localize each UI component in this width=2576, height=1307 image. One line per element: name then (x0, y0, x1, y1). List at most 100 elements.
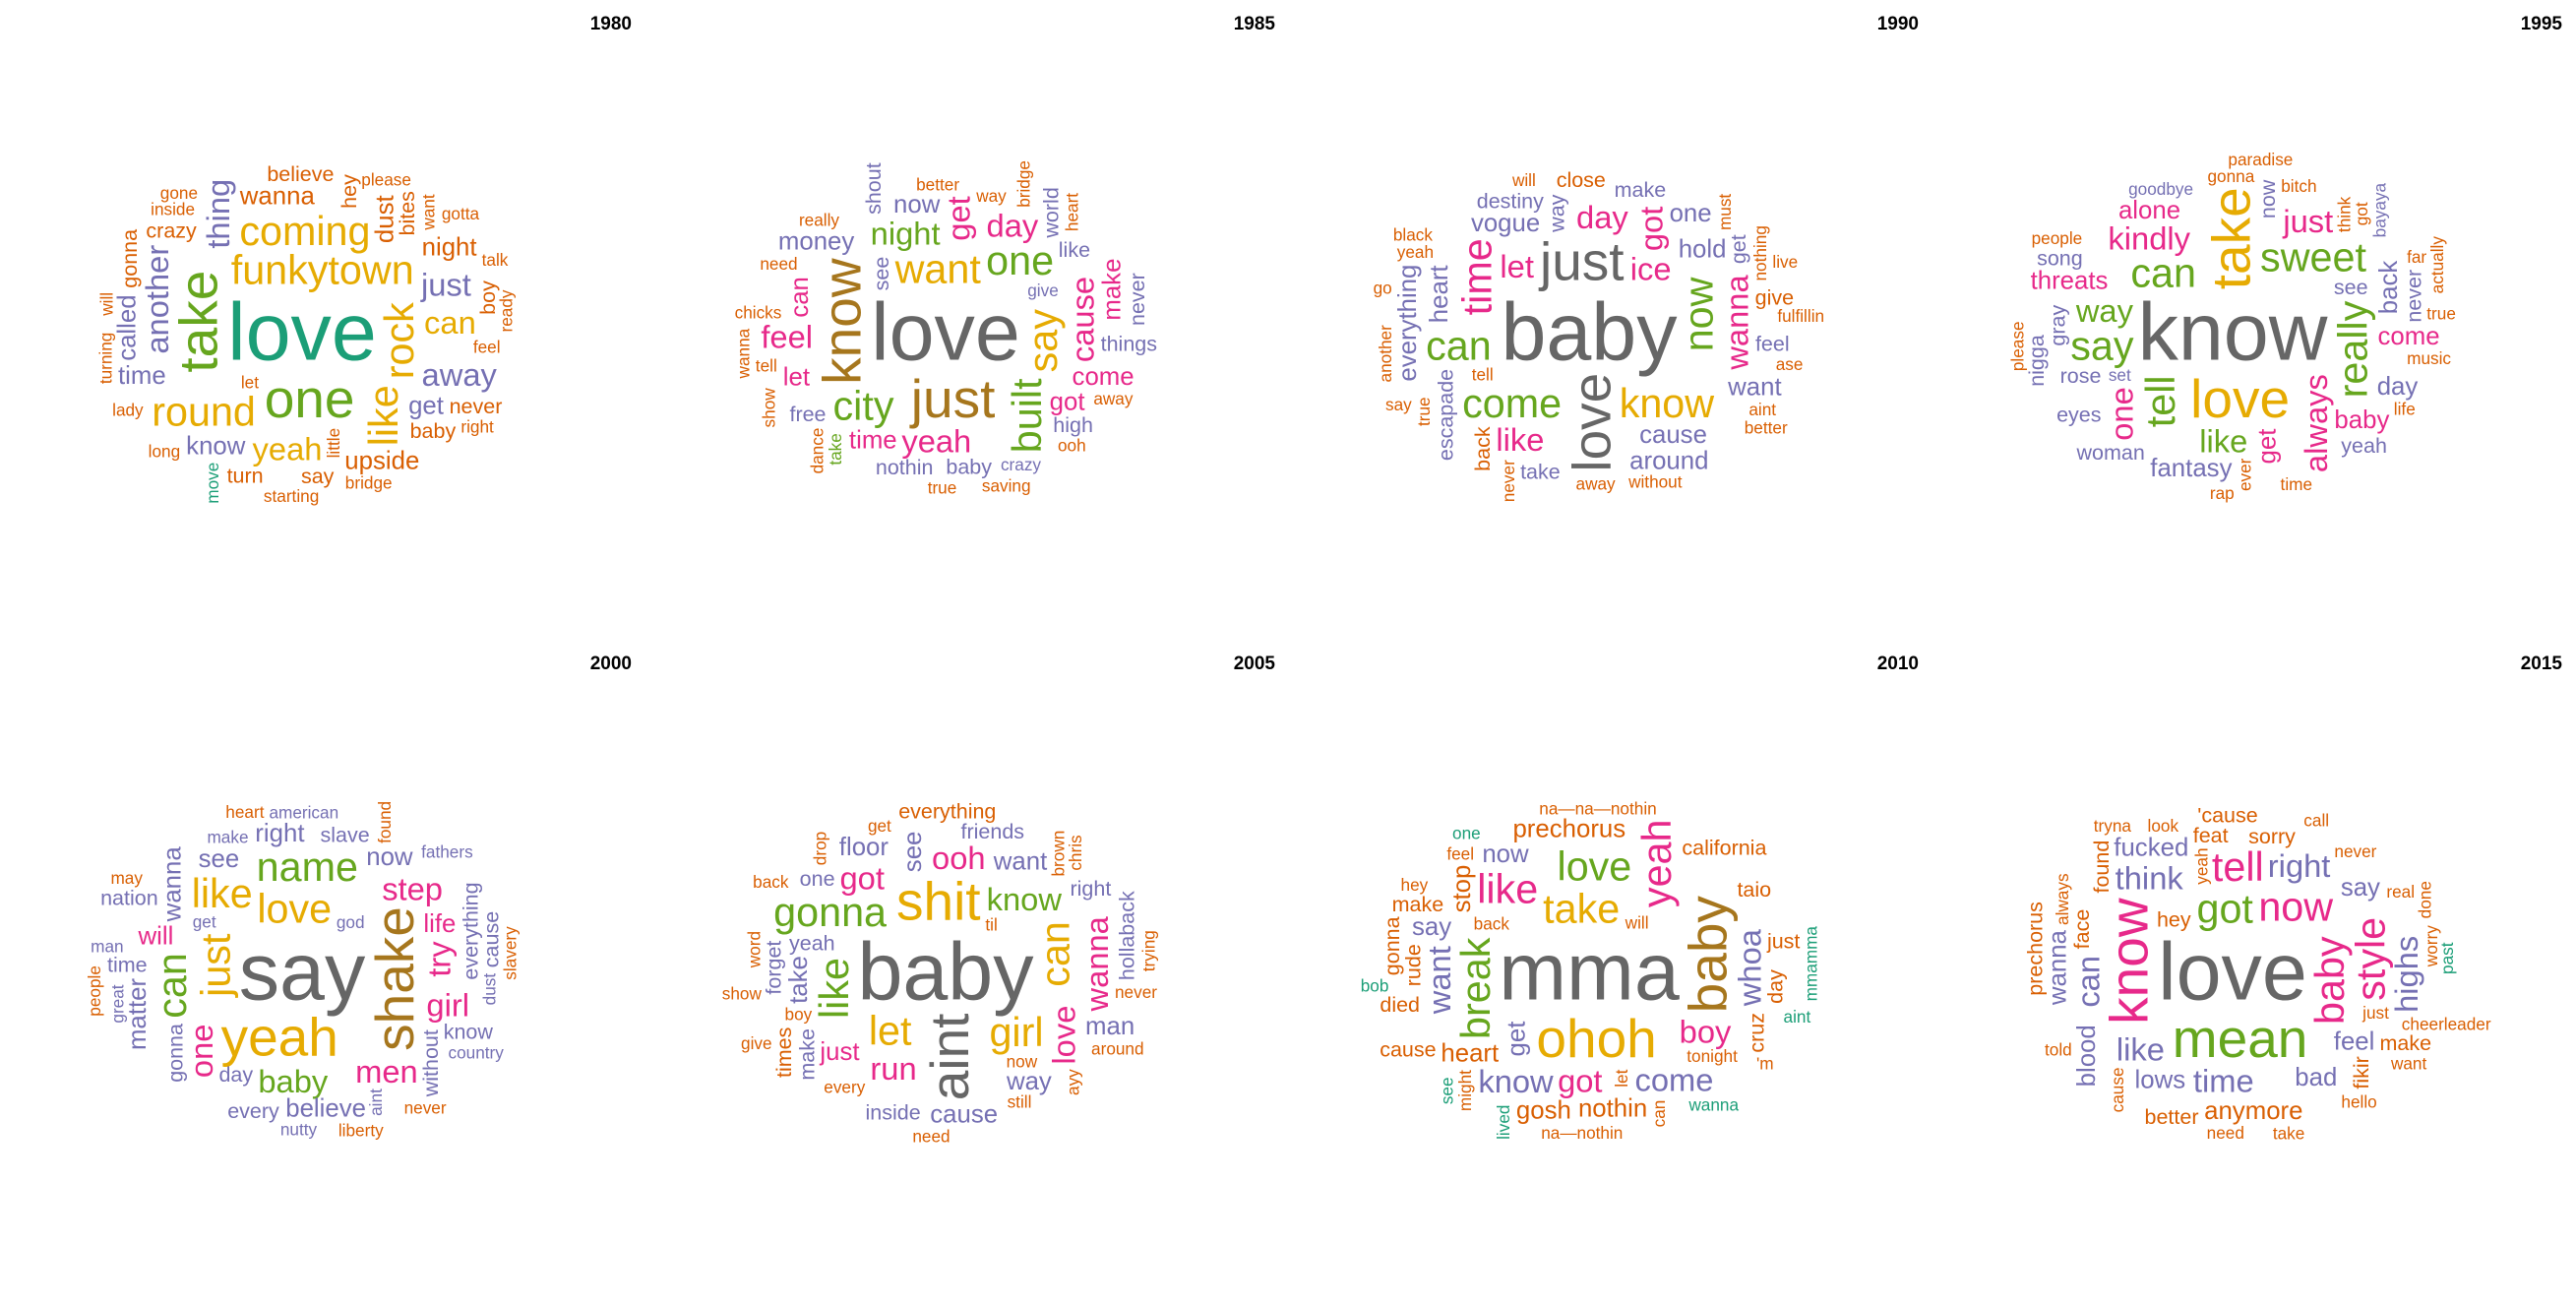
word-2010-24: make (1392, 893, 1444, 916)
word-1980-17: time (118, 362, 166, 390)
word-2010-9: got (1558, 1062, 1602, 1098)
word-2010-11: come (1635, 1062, 1714, 1098)
word-2005-24: friends (961, 820, 1025, 843)
panel-title: 1985 (1233, 14, 1275, 34)
word-1995-32: goodbye (2128, 179, 2193, 199)
word-2015-35: look (2148, 816, 2179, 836)
word-2005-13: wanna (1078, 915, 1115, 1012)
word-1985-15: time (849, 426, 897, 454)
word-2010-46: lived (1494, 1105, 1513, 1140)
word-1985-6: city (833, 383, 894, 428)
word-2015-33: real (2386, 882, 2415, 902)
word-2000-21: right (255, 820, 304, 847)
wordcloud-panel-1995: 1995 know take love sweet tell can say really way… (1931, 0, 2574, 640)
word-1995-2: love (2190, 368, 2290, 429)
word-1990-7: time (1455, 238, 1501, 315)
word-2000-29: know (444, 1021, 494, 1044)
word-2000-11: men (355, 1053, 418, 1089)
word-2015-30: hey (2157, 908, 2191, 932)
word-1985-43: show (760, 388, 779, 428)
word-1985-25: never (1126, 273, 1149, 326)
word-1995-6: say (2070, 324, 2134, 369)
word-2015-16: wanna (2045, 929, 2072, 1006)
word-2015-15: lows (2134, 1066, 2185, 1093)
word-2000-28: gonna (163, 1024, 187, 1083)
word-2000-10: try (420, 941, 457, 977)
word-2015-43: yeah (2192, 847, 2212, 884)
word-2000-40: aint (366, 1089, 386, 1116)
word-1985-42: better (916, 175, 959, 195)
word-1980-47: right (460, 416, 494, 436)
word-1980-3: funkytown (231, 248, 414, 293)
word-2000-31: cause (480, 911, 504, 967)
word-1995-10: always (2298, 374, 2334, 472)
word-1990-37: nothing (1750, 225, 1770, 280)
word-2005-20: cause (930, 1101, 998, 1129)
word-2010-15: now (1482, 840, 1529, 868)
word-1995-38: bitch (2281, 176, 2316, 196)
word-1985-2: just (909, 368, 996, 429)
word-1995-49: actually (2427, 236, 2447, 294)
word-1995-4: tell (2138, 375, 2183, 427)
word-2005-7: like (812, 958, 857, 1019)
word-1980-15: know (186, 433, 246, 461)
word-2010-31: gonna (1380, 916, 1404, 975)
word-1980-42: let (241, 372, 259, 392)
word-1990-32: away (1576, 474, 1617, 494)
word-2010-21: gosh (1516, 1097, 1571, 1125)
word-2015-41: want (2390, 1054, 2427, 1074)
word-2010-32: back (1474, 913, 1510, 933)
word-2015-18: say (2341, 874, 2380, 902)
word-1995-34: bayaya (2370, 182, 2390, 237)
word-2015-22: prechorus (2023, 902, 2047, 996)
word-1980-46: ready (497, 289, 517, 332)
word-1990-2: just (1538, 231, 1625, 292)
word-2000-45: may (110, 868, 143, 888)
word-2000-22: without (419, 1029, 443, 1097)
word-2015-36: told (2045, 1039, 2072, 1059)
word-1990-33: tell (1472, 364, 1494, 384)
word-1990-38: without (1627, 472, 1683, 492)
word-2010-7: yeah (1634, 820, 1680, 908)
word-1985-31: shout (862, 162, 886, 215)
word-1980-2: one (265, 368, 355, 429)
word-1995-47: rap (2210, 483, 2235, 503)
word-1985-28: see (870, 257, 893, 291)
word-1990-10: wanna (1718, 275, 1754, 371)
word-2015-37: always (2053, 873, 2072, 925)
word-1985-34: take (826, 433, 845, 466)
word-2010-43: see (1437, 1077, 1456, 1104)
word-2010-47: one (1452, 824, 1481, 843)
word-2000-46: slavery (501, 926, 521, 980)
word-1990-27: feel (1755, 333, 1790, 356)
word-1990-41: ase (1776, 354, 1804, 374)
word-1995-29: see (2334, 276, 2368, 299)
word-2005-29: inside (866, 1101, 921, 1125)
word-2000-4: just (194, 933, 239, 999)
word-1995-5: can (2130, 250, 2196, 295)
word-1990-17: vogue (1471, 210, 1540, 237)
word-2005-12: ooh (932, 840, 986, 876)
word-1980-21: night (422, 234, 477, 262)
word-2005-37: word (745, 931, 765, 968)
word-1995-33: set (2109, 365, 2131, 385)
word-1990-40: must (1715, 194, 1735, 230)
word-2015-6: tell (2212, 844, 2264, 890)
word-2005-35: never (1115, 982, 1157, 1002)
word-2015-14: feel (2334, 1027, 2375, 1055)
word-2000-24: time (107, 954, 148, 977)
word-2005-47: get (868, 816, 891, 836)
word-2000-15: will (137, 923, 173, 951)
word-1995-40: ever (2235, 458, 2254, 491)
word-1985-30: high (1053, 413, 1093, 437)
word-1985-17: come (1073, 363, 1135, 391)
word-2000-34: dust (480, 973, 500, 1006)
word-2015-3: got (2196, 886, 2253, 931)
word-1985-40: dance (808, 428, 828, 474)
word-2010-12: know (1478, 1063, 1554, 1099)
word-1995-30: song (2037, 247, 2083, 271)
word-2005-46: drop (810, 832, 829, 865)
word-1995-28: never (2403, 270, 2426, 323)
